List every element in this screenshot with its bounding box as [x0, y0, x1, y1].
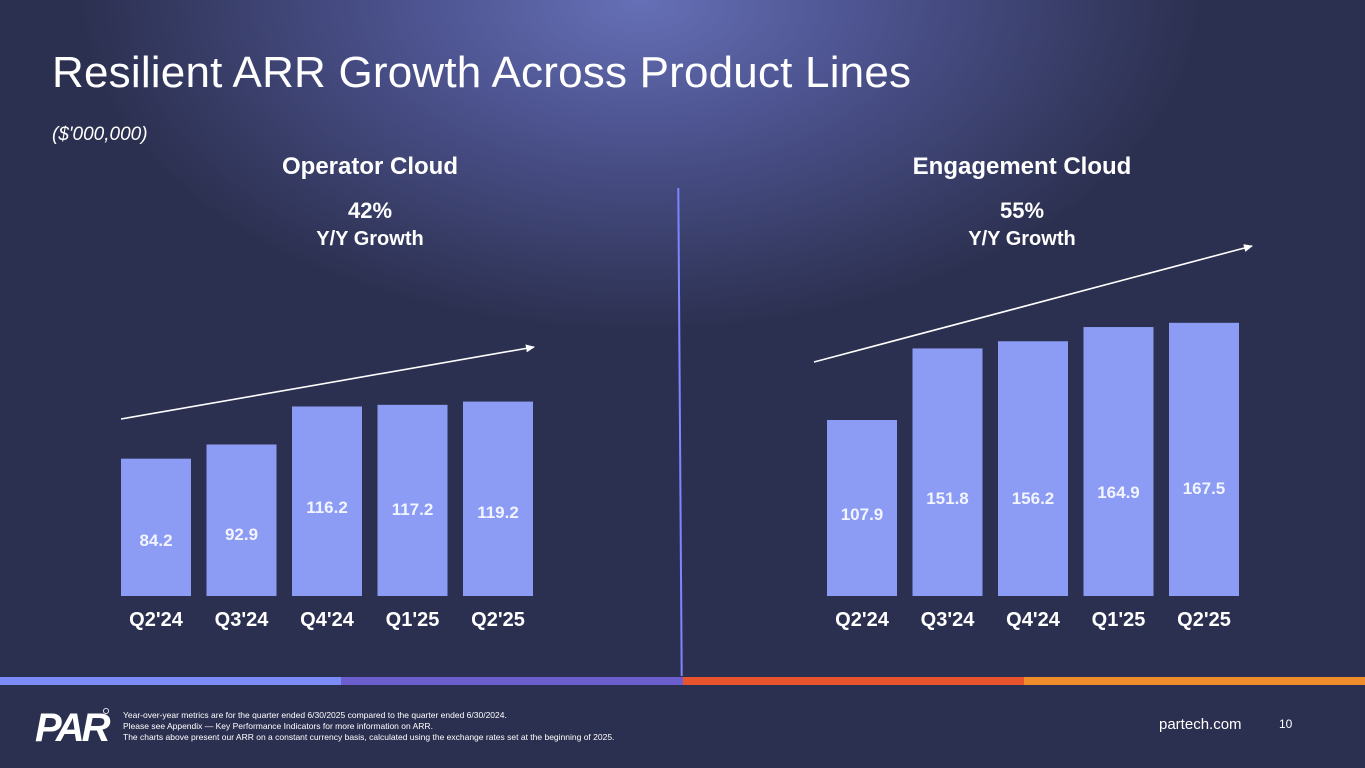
engagement-bar-Q125	[1083, 327, 1154, 596]
operator-bar-Q324	[206, 444, 277, 596]
footnote-line: Year-over-year metrics are for the quart…	[123, 710, 507, 720]
par-logo: PAR	[35, 706, 114, 751]
engagement-cloud-title: Engagement Cloud	[912, 153, 1132, 180]
engagement-value-label: 156.2	[1012, 489, 1055, 508]
engagement-category-label: Q4'24	[1006, 609, 1061, 631]
engagement-bar-Q225	[1169, 322, 1239, 596]
operator-bar-Q125	[377, 404, 448, 596]
operator-cloud-title: Operator Cloud	[281, 153, 458, 180]
page-number: 10	[1279, 717, 1293, 731]
operator-value-label: 92.9	[225, 525, 258, 544]
footnotes: Year-over-year metrics are for the quart…	[123, 710, 614, 743]
engagement-trend-arrow	[813, 244, 1253, 363]
operator-cloud-growth-label: Y/Y Growth	[316, 228, 424, 250]
operator-value-label: 116.2	[306, 498, 348, 517]
engagement-cloud-growth-value: 55%	[999, 198, 1045, 223]
units-label: ($'000,000)	[52, 124, 148, 145]
operator-bar-Q424	[292, 406, 362, 596]
par-logo-mark: PAR	[35, 706, 114, 750]
engagement-category-label: Q3'24	[921, 609, 976, 631]
engagement-bar-Q424	[998, 341, 1068, 596]
engagement-cloud-header: Engagement Cloud 55% Y/Y Growth	[872, 153, 1172, 251]
footer-stripe-blue	[0, 677, 342, 685]
operator-category-label: Q2'24	[129, 609, 184, 631]
operator-value-label: 84.2	[139, 531, 172, 550]
engagement-category-label: Q2'25	[1177, 609, 1231, 631]
footnote-line: Please see Appendix — Key Performance In…	[123, 721, 433, 731]
operator-bar-Q224	[121, 458, 191, 596]
footer-stripe-red	[682, 677, 1024, 685]
operator-value-label: 119.2	[477, 503, 519, 522]
par-logo-text: PAR	[35, 706, 111, 746]
engagement-value-label: 164.9	[1097, 483, 1140, 502]
footer-stripe-purple	[341, 677, 683, 685]
operator-category-label: Q4'24	[300, 609, 355, 631]
operator-trend-arrow	[120, 344, 535, 420]
operator-cloud-growth-value: 42%	[347, 198, 393, 223]
operator-cloud-header: Operator Cloud 42% Y/Y Growth	[220, 153, 520, 251]
engagement-category-label: Q1'25	[1092, 609, 1146, 631]
footer-stripe-orange	[1023, 677, 1365, 685]
registered-mark-icon	[103, 708, 110, 714]
operator-bar-Q225	[463, 401, 533, 596]
website-link[interactable]: partech.com	[1159, 716, 1242, 733]
operator-category-label: Q2'25	[471, 609, 525, 631]
engagement-bar-Q224	[827, 420, 897, 596]
operator-category-label: Q1'25	[386, 609, 440, 631]
engagement-bar-Q324	[912, 348, 983, 596]
page-title: Resilient ARR Growth Across Product Line…	[52, 48, 912, 97]
engagement-category-label: Q2'24	[835, 609, 890, 631]
footnote-line: The charts above present our ARR on a co…	[123, 732, 615, 742]
engagement-cloud-growth-label: Y/Y Growth	[968, 228, 1076, 250]
engagement-value-label: 107.9	[841, 505, 884, 524]
operator-category-label: Q3'24	[215, 609, 270, 631]
operator-value-label: 117.2	[392, 500, 434, 519]
engagement-value-label: 167.5	[1183, 479, 1226, 498]
engagement-value-label: 151.8	[926, 489, 969, 508]
